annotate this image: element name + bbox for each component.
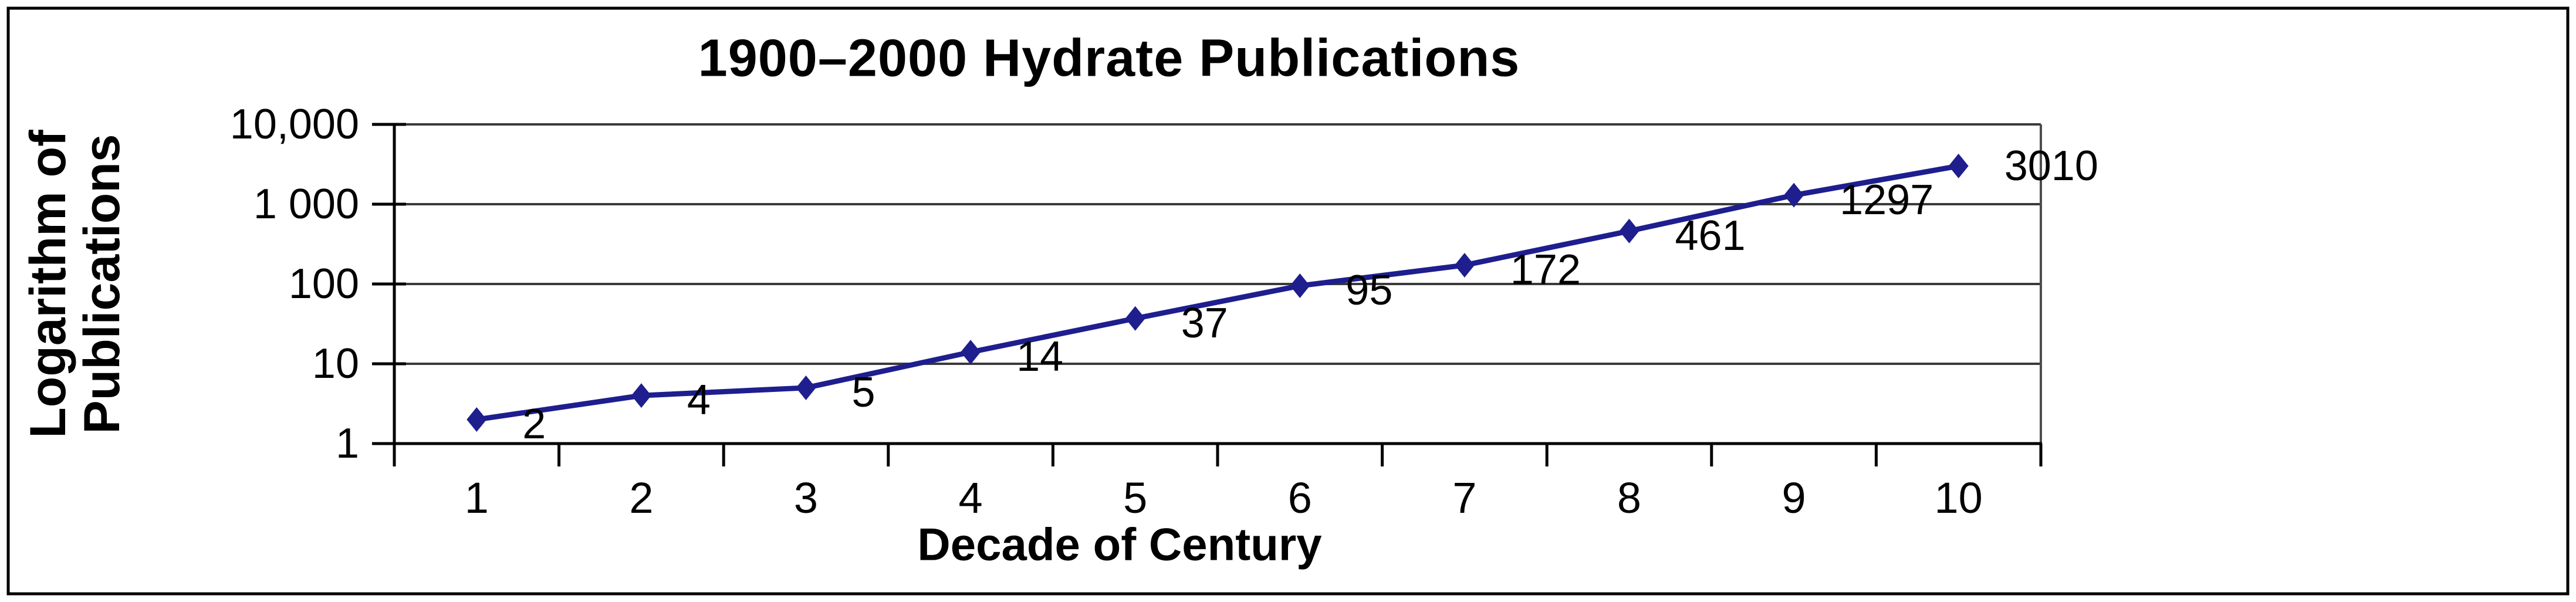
x-tick-label: 3 — [793, 474, 819, 522]
x-tick-label: 7 — [1452, 474, 1477, 522]
data-point-label: 1297 — [1840, 176, 1934, 224]
data-point-marker — [631, 383, 651, 408]
data-point-label: 95 — [1346, 267, 1393, 314]
data-point-label: 461 — [1675, 212, 1746, 259]
x-tick-label: 2 — [629, 474, 654, 522]
y-axis-title-line1: Logarithm of — [19, 130, 76, 438]
x-tick-label: 6 — [1287, 474, 1312, 522]
chart-title: 1900–2000 Hydrate Publications — [698, 29, 1520, 88]
x-tick-label: 4 — [958, 474, 983, 522]
x-tick-label: 10 — [1934, 474, 1983, 522]
y-tick-label: 10,000 — [229, 101, 359, 148]
y-axis-title: Logarithm of Publications — [19, 130, 130, 438]
x-tick-label: 1 — [464, 474, 489, 522]
data-point-marker — [1290, 273, 1310, 299]
data-point-label: 4 — [687, 377, 711, 424]
data-point-label: 5 — [851, 368, 875, 416]
data-point-marker — [1784, 182, 1804, 208]
y-tick-label: 1 000 — [253, 181, 359, 228]
data-point-marker — [466, 407, 487, 432]
data-point-marker — [1948, 153, 1969, 178]
x-tick-label: 8 — [1617, 474, 1642, 522]
x-axis-title: Decade of Century — [917, 518, 1322, 570]
data-point-label: 3010 — [2004, 142, 2098, 190]
x-tick-label: 5 — [1123, 474, 1148, 522]
y-tick-label: 10 — [312, 340, 359, 387]
data-point-marker — [1619, 218, 1639, 243]
data-point-marker — [1454, 252, 1475, 278]
data-point-marker — [961, 340, 981, 365]
data-point-label: 14 — [1016, 333, 1064, 381]
data-point-label: 2 — [522, 401, 546, 448]
outer-border — [6, 6, 2570, 596]
y-tick-label: 1 — [335, 420, 359, 467]
y-axis-title-line2: Publications — [74, 134, 130, 434]
data-point-label: 172 — [1510, 246, 1581, 293]
data-point-marker — [796, 375, 816, 400]
data-point-label: 37 — [1181, 299, 1228, 347]
y-tick-label: 100 — [288, 261, 359, 307]
data-point-marker — [1125, 306, 1145, 331]
series-line — [476, 163, 1959, 422]
x-tick-label: 9 — [1781, 474, 1806, 522]
